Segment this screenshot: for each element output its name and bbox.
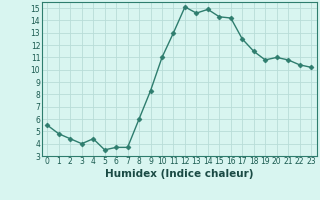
X-axis label: Humidex (Indice chaleur): Humidex (Indice chaleur) <box>105 169 253 179</box>
